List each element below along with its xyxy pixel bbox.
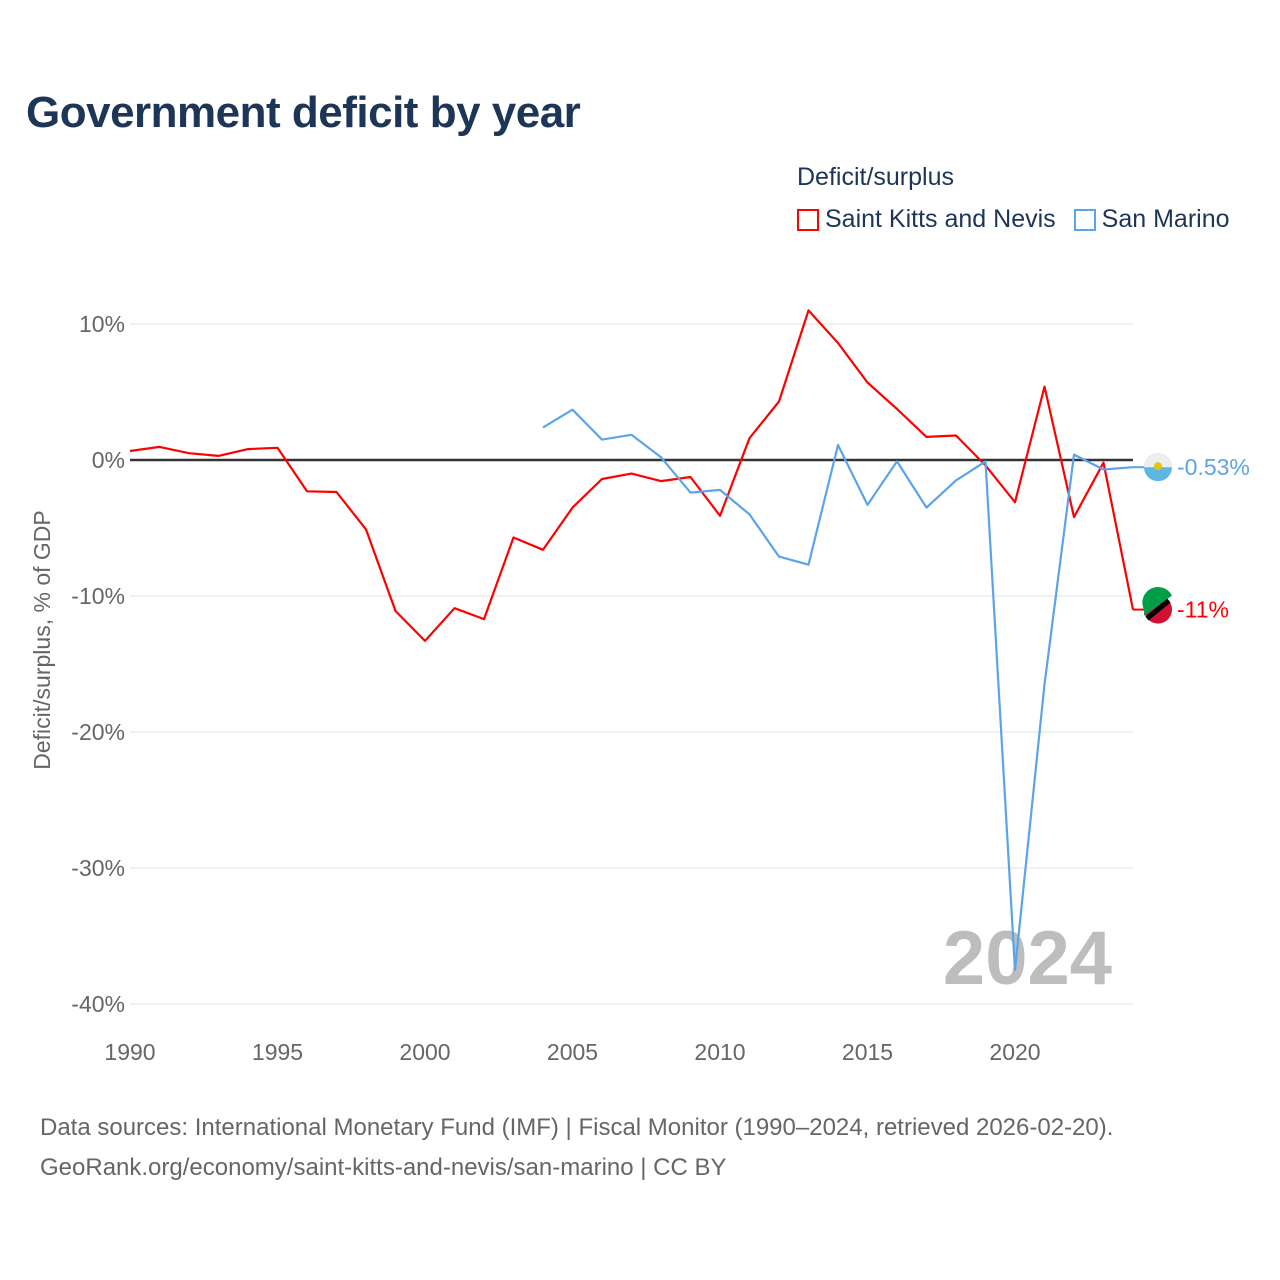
legend-label: San Marino [1101,205,1230,233]
y-tick-label: -40% [71,991,125,1017]
series-line-san-marino [542,408,1134,972]
y-tick-label: 10% [79,311,125,337]
source-text: Data sources: International Monetary Fun… [40,1114,1114,1141]
x-tick-label: 1995 [252,1039,303,1065]
y-tick-label: -10% [71,583,125,609]
series-line-saint-kitts-and-nevis [129,309,1135,643]
year-watermark: 2024 [943,916,1112,1001]
x-tick-label: 1990 [104,1039,155,1065]
end-value-label: -0.53% [1177,454,1250,480]
legend-title: Deficit/surplus [797,163,954,191]
x-tick-label: 2020 [989,1039,1040,1065]
legend-item-saint-kitts[interactable]: Saint Kitts and Nevis [797,205,1056,234]
y-tick-label: 0% [92,447,125,473]
x-tick-label: 2000 [399,1039,450,1065]
flag-part [1142,586,1172,616]
x-tick-label: 2010 [694,1039,745,1065]
end-value-label: -11% [1177,597,1229,623]
flag-part [1144,453,1172,468]
attribution-link[interactable]: GeoRank.org/economy/saint-kitts-and-nevi… [40,1154,727,1181]
legend: Saint Kitts and Nevis San Marino [797,205,1230,234]
flag-part [1145,598,1171,621]
flag-part [1154,462,1162,471]
y-axis-label: Deficit/surplus, % of GDP [29,510,55,769]
legend-label: Saint Kitts and Nevis [825,205,1056,233]
x-tick-label: 2015 [842,1039,893,1065]
y-tick-label: -20% [71,719,125,745]
chart-title: Government deficit by year [26,88,581,137]
y-tick-label: -30% [71,855,125,881]
footer: Data sources: International Monetary Fun… [40,1108,1113,1188]
legend-item-san-marino[interactable]: San Marino [1073,205,1230,234]
x-tick-label: 2005 [547,1039,598,1065]
legend-swatch [797,208,819,231]
legend-swatch [1073,208,1096,231]
